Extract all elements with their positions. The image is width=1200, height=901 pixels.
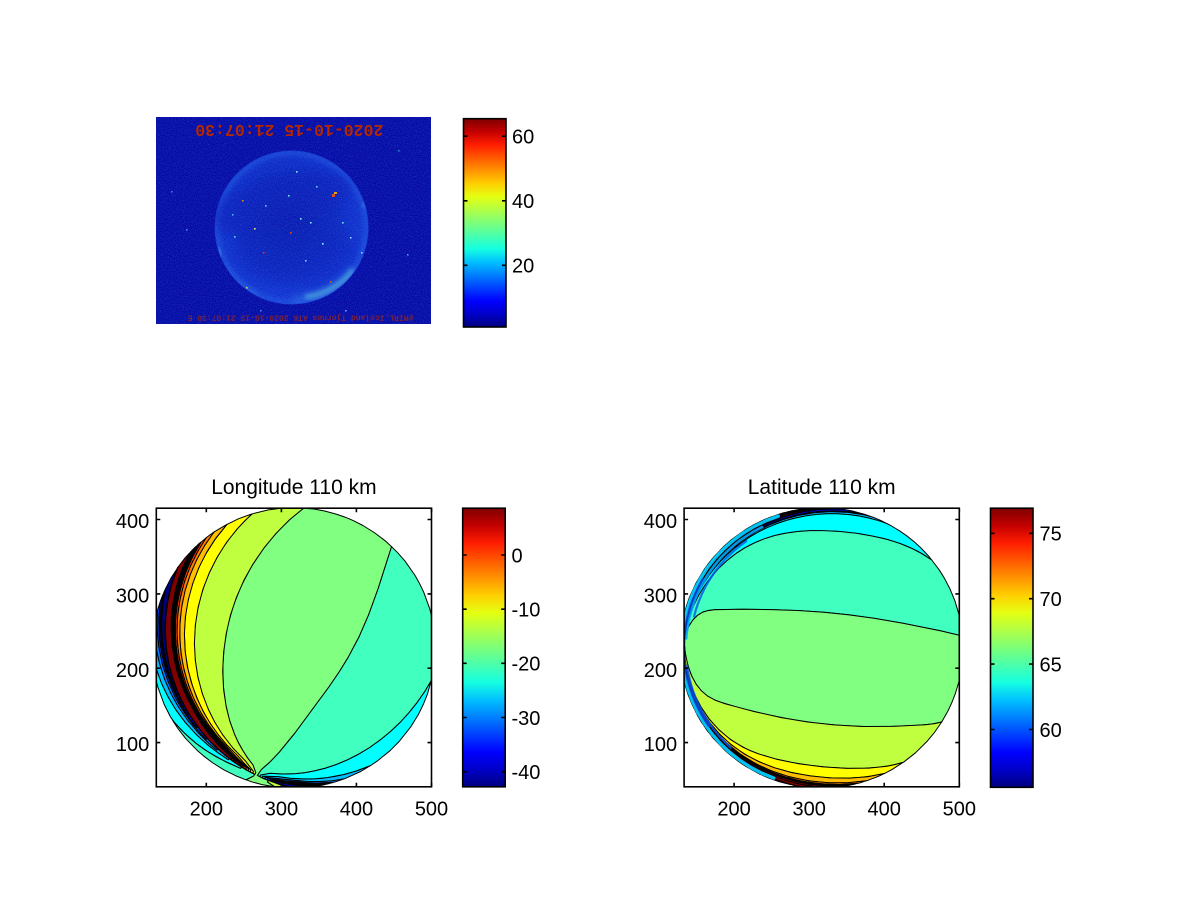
- svg-text:400: 400: [116, 511, 149, 533]
- svg-text:65: 65: [1040, 654, 1062, 676]
- svg-text:300: 300: [644, 586, 677, 608]
- svg-text:Longitude 110 km: Longitude 110 km: [211, 476, 376, 499]
- svg-text:500: 500: [943, 798, 976, 820]
- svg-text:70: 70: [1040, 589, 1062, 611]
- svg-text:@MIRL,Iceland Tjornes ATK 2020: @MIRL,Iceland Tjornes ATK 2020-10-15 21:…: [187, 313, 413, 322]
- svg-text:400: 400: [644, 511, 677, 533]
- svg-text:20: 20: [512, 256, 534, 278]
- svg-text:300: 300: [793, 798, 826, 820]
- svg-text:Latitude 110 km: Latitude 110 km: [748, 476, 896, 499]
- svg-text:75: 75: [1040, 524, 1062, 546]
- svg-text:400: 400: [340, 798, 373, 820]
- svg-text:-40: -40: [512, 762, 541, 784]
- svg-text:400: 400: [868, 798, 901, 820]
- svg-text:-20: -20: [512, 654, 541, 676]
- svg-text:300: 300: [116, 586, 149, 608]
- svg-text:60: 60: [512, 127, 534, 149]
- svg-text:200: 200: [190, 798, 223, 820]
- svg-text:200: 200: [644, 660, 677, 682]
- svg-text:2020-10-15 21:07:30: 2020-10-15 21:07:30: [195, 120, 383, 139]
- svg-text:200: 200: [717, 798, 750, 820]
- svg-text:200: 200: [116, 660, 149, 682]
- svg-text:100: 100: [116, 734, 149, 756]
- svg-text:500: 500: [415, 798, 448, 820]
- svg-text:-30: -30: [512, 708, 541, 730]
- svg-text:-10: -10: [512, 600, 541, 622]
- svg-text:0: 0: [512, 545, 523, 567]
- svg-text:300: 300: [265, 798, 298, 820]
- svg-text:40: 40: [512, 191, 534, 213]
- svg-text:100: 100: [644, 734, 677, 756]
- svg-text:60: 60: [1040, 720, 1062, 742]
